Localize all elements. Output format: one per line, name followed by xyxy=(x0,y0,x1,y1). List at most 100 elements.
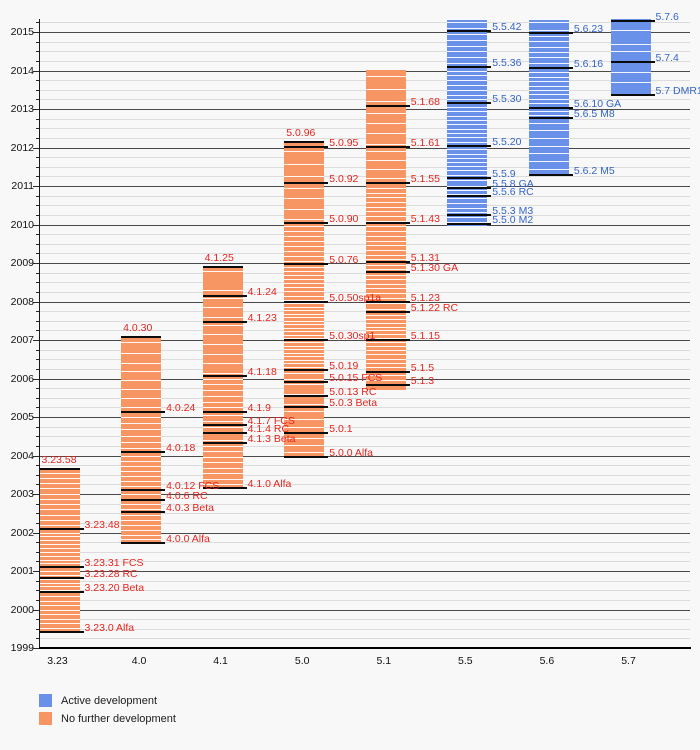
release-stripe xyxy=(121,476,162,477)
y-axis-label-2010: 2010 xyxy=(10,218,34,231)
release-label-5.0.19: 5.0.19 xyxy=(329,360,359,372)
release-stripe xyxy=(365,315,406,316)
release-stripe xyxy=(284,438,325,440)
release-line-4.1.18 xyxy=(202,375,247,378)
release-line-5.1.22 RC xyxy=(365,310,410,313)
y-axis-label-2007: 2007 xyxy=(10,334,34,346)
release-stripe xyxy=(365,309,406,311)
release-stripe xyxy=(447,70,488,72)
gridline-minor xyxy=(39,330,690,332)
release-label-5.1.3: 5.1.3 xyxy=(410,375,435,388)
gridline-minor xyxy=(39,89,690,91)
release-stripe xyxy=(365,88,406,90)
release-stripe xyxy=(365,318,406,320)
y-axis-major-tick xyxy=(33,32,39,33)
release-stripe xyxy=(365,334,406,336)
release-stripe xyxy=(202,462,243,464)
release-stripe xyxy=(365,249,406,251)
release-label-5.0.15 FCS: 5.0.15 FCS xyxy=(329,372,383,384)
release-label-4.0.6 RC: 4.0.6 RC xyxy=(166,490,208,503)
y-axis-label-2012: 2012 xyxy=(10,141,34,154)
gridline-major-2001 xyxy=(39,571,690,572)
release-stripe xyxy=(121,529,162,531)
release-label-5.1.55: 5.1.55 xyxy=(410,172,440,185)
release-stripe xyxy=(121,515,162,517)
y-axis-minor-tick xyxy=(36,551,39,553)
release-line-5.6.23 xyxy=(528,32,573,35)
y-axis-minor-tick xyxy=(36,330,39,332)
release-stripe xyxy=(202,372,243,374)
release-stripe xyxy=(121,370,162,372)
release-stripe xyxy=(284,403,325,405)
y-axis-major-tick xyxy=(33,455,39,457)
release-stripe xyxy=(447,111,488,113)
release-stripe xyxy=(39,582,80,584)
release-line-4.0.6 RC xyxy=(121,499,166,502)
release-stripe xyxy=(365,192,406,194)
release-label-5.1.31: 5.1.31 xyxy=(410,251,440,264)
gridline-major-2005 xyxy=(39,417,690,418)
x-axis-line xyxy=(39,647,691,649)
release-label-5.5.36: 5.5.36 xyxy=(492,57,522,69)
release-stripe xyxy=(121,398,162,400)
release-stripe xyxy=(39,574,80,576)
y-axis-line xyxy=(39,19,40,648)
y-axis-minor-tick xyxy=(36,291,39,293)
release-stripe xyxy=(528,76,569,78)
release-line-5.7.6 xyxy=(610,19,655,22)
release-stripe xyxy=(528,145,569,147)
y-axis-minor-tick xyxy=(36,205,39,207)
y-axis-major-tick xyxy=(33,109,39,110)
release-stripe xyxy=(284,279,325,281)
release-stripe xyxy=(284,187,325,189)
y-axis-minor-tick xyxy=(36,80,39,82)
release-stripe xyxy=(365,231,406,233)
release-line-5.6.10 GA xyxy=(528,106,573,109)
release-stripe xyxy=(284,163,325,165)
x-axis-label-4.0: 4.0 xyxy=(131,655,147,667)
release-stripe xyxy=(284,208,325,210)
release-line-5.6.2 M5 xyxy=(528,173,573,176)
release-stripe xyxy=(202,297,243,299)
gridline-minor xyxy=(39,320,690,322)
release-stripe xyxy=(447,51,488,53)
release-line-4.1.0 Alfa xyxy=(202,486,247,489)
release-stripe xyxy=(284,367,325,368)
bar-5.6 xyxy=(528,20,569,175)
release-stripe xyxy=(284,363,325,365)
release-label-3.23.31 FCS: 3.23.31 FCS xyxy=(84,557,144,570)
release-stripe xyxy=(365,169,406,171)
release-line-3.23.48 xyxy=(39,528,84,530)
bar-3.23 xyxy=(39,469,80,632)
release-stripe xyxy=(365,354,406,356)
release-line-5.6.5 M8 xyxy=(528,116,573,119)
y-axis-minor-tick xyxy=(36,407,39,409)
release-stripe xyxy=(447,84,488,86)
release-stripe xyxy=(202,407,243,409)
y-axis-minor-tick xyxy=(36,388,39,390)
y-axis-minor-tick xyxy=(36,590,39,592)
release-line-5.1.15 xyxy=(365,339,410,341)
release-stripe xyxy=(39,605,80,607)
y-axis-minor-tick xyxy=(36,484,39,486)
release-label-5.0.1: 5.0.1 xyxy=(329,423,353,436)
release-stripe xyxy=(365,245,406,247)
release-label-5.1.61: 5.1.61 xyxy=(410,137,440,150)
release-stripe xyxy=(365,338,406,340)
release-stripe xyxy=(284,241,325,243)
y-axis-minor-tick xyxy=(36,638,39,640)
y-axis-minor-tick xyxy=(36,99,39,101)
release-stripe xyxy=(365,178,406,180)
release-stripe xyxy=(447,170,488,172)
release-stripe xyxy=(39,609,80,611)
y-axis-label-2006: 2006 xyxy=(10,372,34,385)
release-stripe xyxy=(365,374,406,376)
release-label-4.1.7 FCS: 4.1.7 FCS xyxy=(247,415,295,428)
release-stripe xyxy=(365,279,406,281)
release-stripe xyxy=(447,80,488,82)
release-line-5.7.4 xyxy=(610,61,655,63)
release-stripe xyxy=(447,28,488,30)
release-stripe xyxy=(447,45,488,47)
release-stripe xyxy=(121,389,162,391)
release-stripe xyxy=(447,207,488,209)
